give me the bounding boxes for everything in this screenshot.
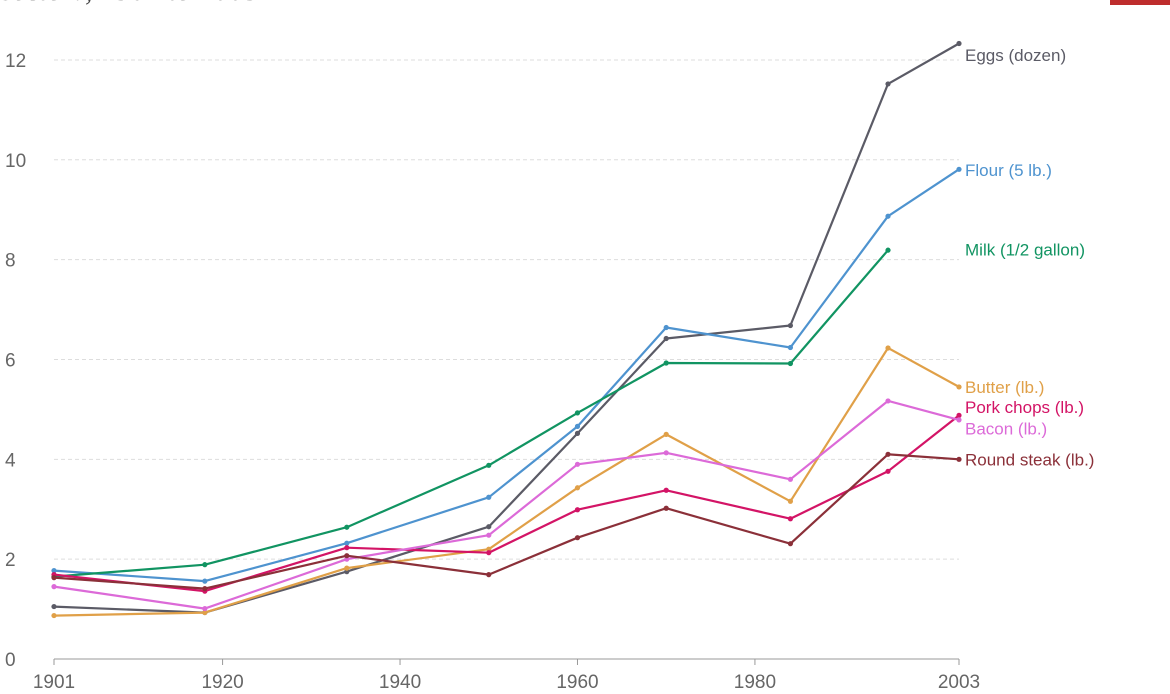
data-point-flour-5-lb bbox=[663, 324, 669, 331]
data-point-bacon-lb bbox=[486, 532, 492, 538]
data-point-butter-lb bbox=[956, 384, 962, 390]
series-line-flour-5-lb bbox=[53, 168, 960, 583]
data-point-pork-chops-lb bbox=[885, 468, 891, 474]
series-label-butter-lb: Butter (lb.) bbox=[965, 378, 1044, 397]
data-point-round-steak-lb bbox=[486, 572, 492, 578]
data-point-butter-lb bbox=[663, 431, 669, 437]
data-point-round-steak-lb bbox=[574, 535, 581, 541]
data-point-milk-1-2-gallon bbox=[885, 247, 891, 253]
y-tick-label: 12 bbox=[5, 51, 26, 72]
data-point-bacon-lb bbox=[956, 417, 962, 423]
data-point-milk-1-2-gallon bbox=[344, 524, 350, 530]
data-point-milk-1-2-gallon bbox=[663, 360, 669, 366]
data-point-flour-5-lb bbox=[51, 568, 57, 574]
y-tick-label: 8 bbox=[5, 251, 16, 272]
data-point-milk-1-2-gallon bbox=[787, 360, 794, 367]
series-label-milk-1-2-gallon: Milk (1/2 gallon) bbox=[965, 241, 1085, 260]
data-point-bacon-lb bbox=[787, 476, 794, 482]
series-line-milk-1-2-gallon bbox=[53, 249, 889, 578]
series-label-bacon-lb: Bacon (lb.) bbox=[965, 419, 1047, 438]
data-point-butter-lb bbox=[344, 565, 350, 571]
data-point-round-steak-lb bbox=[956, 456, 962, 462]
series-line-pork-chops-lb bbox=[53, 414, 960, 593]
data-point-butter-lb bbox=[574, 485, 581, 491]
x-tick-label: 1960 bbox=[556, 672, 598, 693]
y-tick-label: 0 bbox=[5, 650, 16, 671]
data-point-eggs-dozen bbox=[574, 430, 581, 436]
data-point-eggs-dozen bbox=[885, 81, 891, 87]
data-point-pork-chops-lb bbox=[344, 545, 350, 551]
data-point-butter-lb bbox=[787, 498, 794, 504]
data-point-pork-chops-lb bbox=[486, 550, 492, 556]
data-point-flour-5-lb bbox=[956, 166, 962, 172]
data-point-milk-1-2-gallon bbox=[486, 462, 492, 468]
data-point-pork-chops-lb bbox=[663, 487, 669, 493]
y-tick-label: 2 bbox=[5, 550, 16, 571]
data-point-round-steak-lb bbox=[344, 553, 350, 559]
data-point-flour-5-lb bbox=[202, 578, 208, 584]
y-tick-label: 10 bbox=[5, 151, 26, 172]
data-point-eggs-dozen bbox=[486, 524, 492, 530]
y-tick-label: 4 bbox=[5, 450, 16, 471]
chart-title: sector?, 1901 to 2003 bbox=[0, 0, 258, 8]
data-point-flour-5-lb bbox=[787, 344, 794, 351]
series-line-eggs-dozen bbox=[53, 42, 960, 614]
x-tick-label: 1901 bbox=[33, 672, 75, 693]
data-point-butter-lb bbox=[885, 345, 891, 351]
data-point-round-steak-lb bbox=[202, 586, 208, 592]
data-point-eggs-dozen bbox=[787, 322, 794, 329]
data-point-eggs-dozen bbox=[956, 40, 962, 47]
data-point-bacon-lb bbox=[885, 398, 891, 404]
x-tick-label: 1980 bbox=[734, 672, 776, 693]
data-point-flour-5-lb bbox=[574, 423, 581, 429]
data-point-bacon-lb bbox=[51, 584, 57, 590]
series-label-pork-chops-lb: Pork chops (lb.) bbox=[965, 398, 1084, 417]
data-point-flour-5-lb bbox=[885, 213, 891, 219]
series-label-round-steak-lb: Round steak (lb.) bbox=[965, 450, 1094, 469]
x-tick-label: 1920 bbox=[201, 672, 243, 693]
data-point-pork-chops-lb bbox=[956, 412, 962, 418]
data-point-butter-lb bbox=[51, 612, 57, 619]
data-point-round-steak-lb bbox=[51, 575, 57, 581]
data-point-flour-5-lb bbox=[486, 494, 492, 500]
data-point-pork-chops-lb bbox=[574, 507, 581, 513]
series-label-eggs-dozen: Eggs (dozen) bbox=[965, 46, 1066, 65]
data-point-round-steak-lb bbox=[787, 541, 794, 547]
data-point-butter-lb bbox=[202, 609, 208, 616]
data-point-round-steak-lb bbox=[885, 451, 891, 457]
data-point-milk-1-2-gallon bbox=[574, 410, 581, 416]
logo-badge bbox=[1110, 0, 1170, 5]
data-point-eggs-dozen bbox=[51, 603, 57, 610]
x-tick-label: 1940 bbox=[379, 672, 421, 693]
data-point-eggs-dozen bbox=[663, 335, 669, 342]
data-point-flour-5-lb bbox=[344, 540, 350, 546]
data-point-bacon-lb bbox=[663, 450, 669, 456]
data-point-milk-1-2-gallon bbox=[202, 562, 208, 568]
data-point-bacon-lb bbox=[202, 605, 208, 612]
series-line-bacon-lb bbox=[53, 399, 960, 610]
data-point-round-steak-lb bbox=[663, 505, 669, 511]
data-point-bacon-lb bbox=[574, 461, 581, 467]
data-point-pork-chops-lb bbox=[787, 516, 794, 522]
series-label-flour-5-lb: Flour (5 lb.) bbox=[965, 161, 1052, 180]
x-tick-label: 2003 bbox=[938, 672, 980, 693]
y-tick-label: 6 bbox=[5, 350, 16, 371]
